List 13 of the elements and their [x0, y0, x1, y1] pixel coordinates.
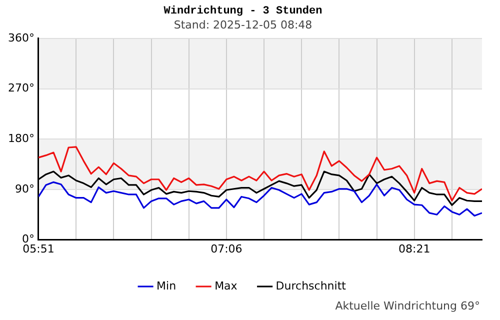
y-tick-label: 270° — [8, 82, 34, 95]
chart-title: Windrichtung - 3 Stunden — [164, 5, 322, 18]
x-tick-label: 08:21 — [398, 242, 430, 256]
text: Aktuelle Windrichtung 69° — [335, 299, 480, 312]
legend-label: Durchschnitt — [276, 279, 347, 292]
y-tick-label: 360° — [8, 31, 34, 44]
x-tick-label: 05:51 — [22, 242, 54, 256]
legend-label: Min — [156, 279, 176, 292]
y-tick-label: 180° — [8, 132, 34, 145]
chart-subtitle: Stand: 2025-12-05 08:48 — [174, 18, 312, 32]
y-tick-label: 90° — [14, 182, 34, 196]
legend-label: Max — [214, 279, 238, 292]
x-tick-label: 07:06 — [210, 242, 242, 256]
